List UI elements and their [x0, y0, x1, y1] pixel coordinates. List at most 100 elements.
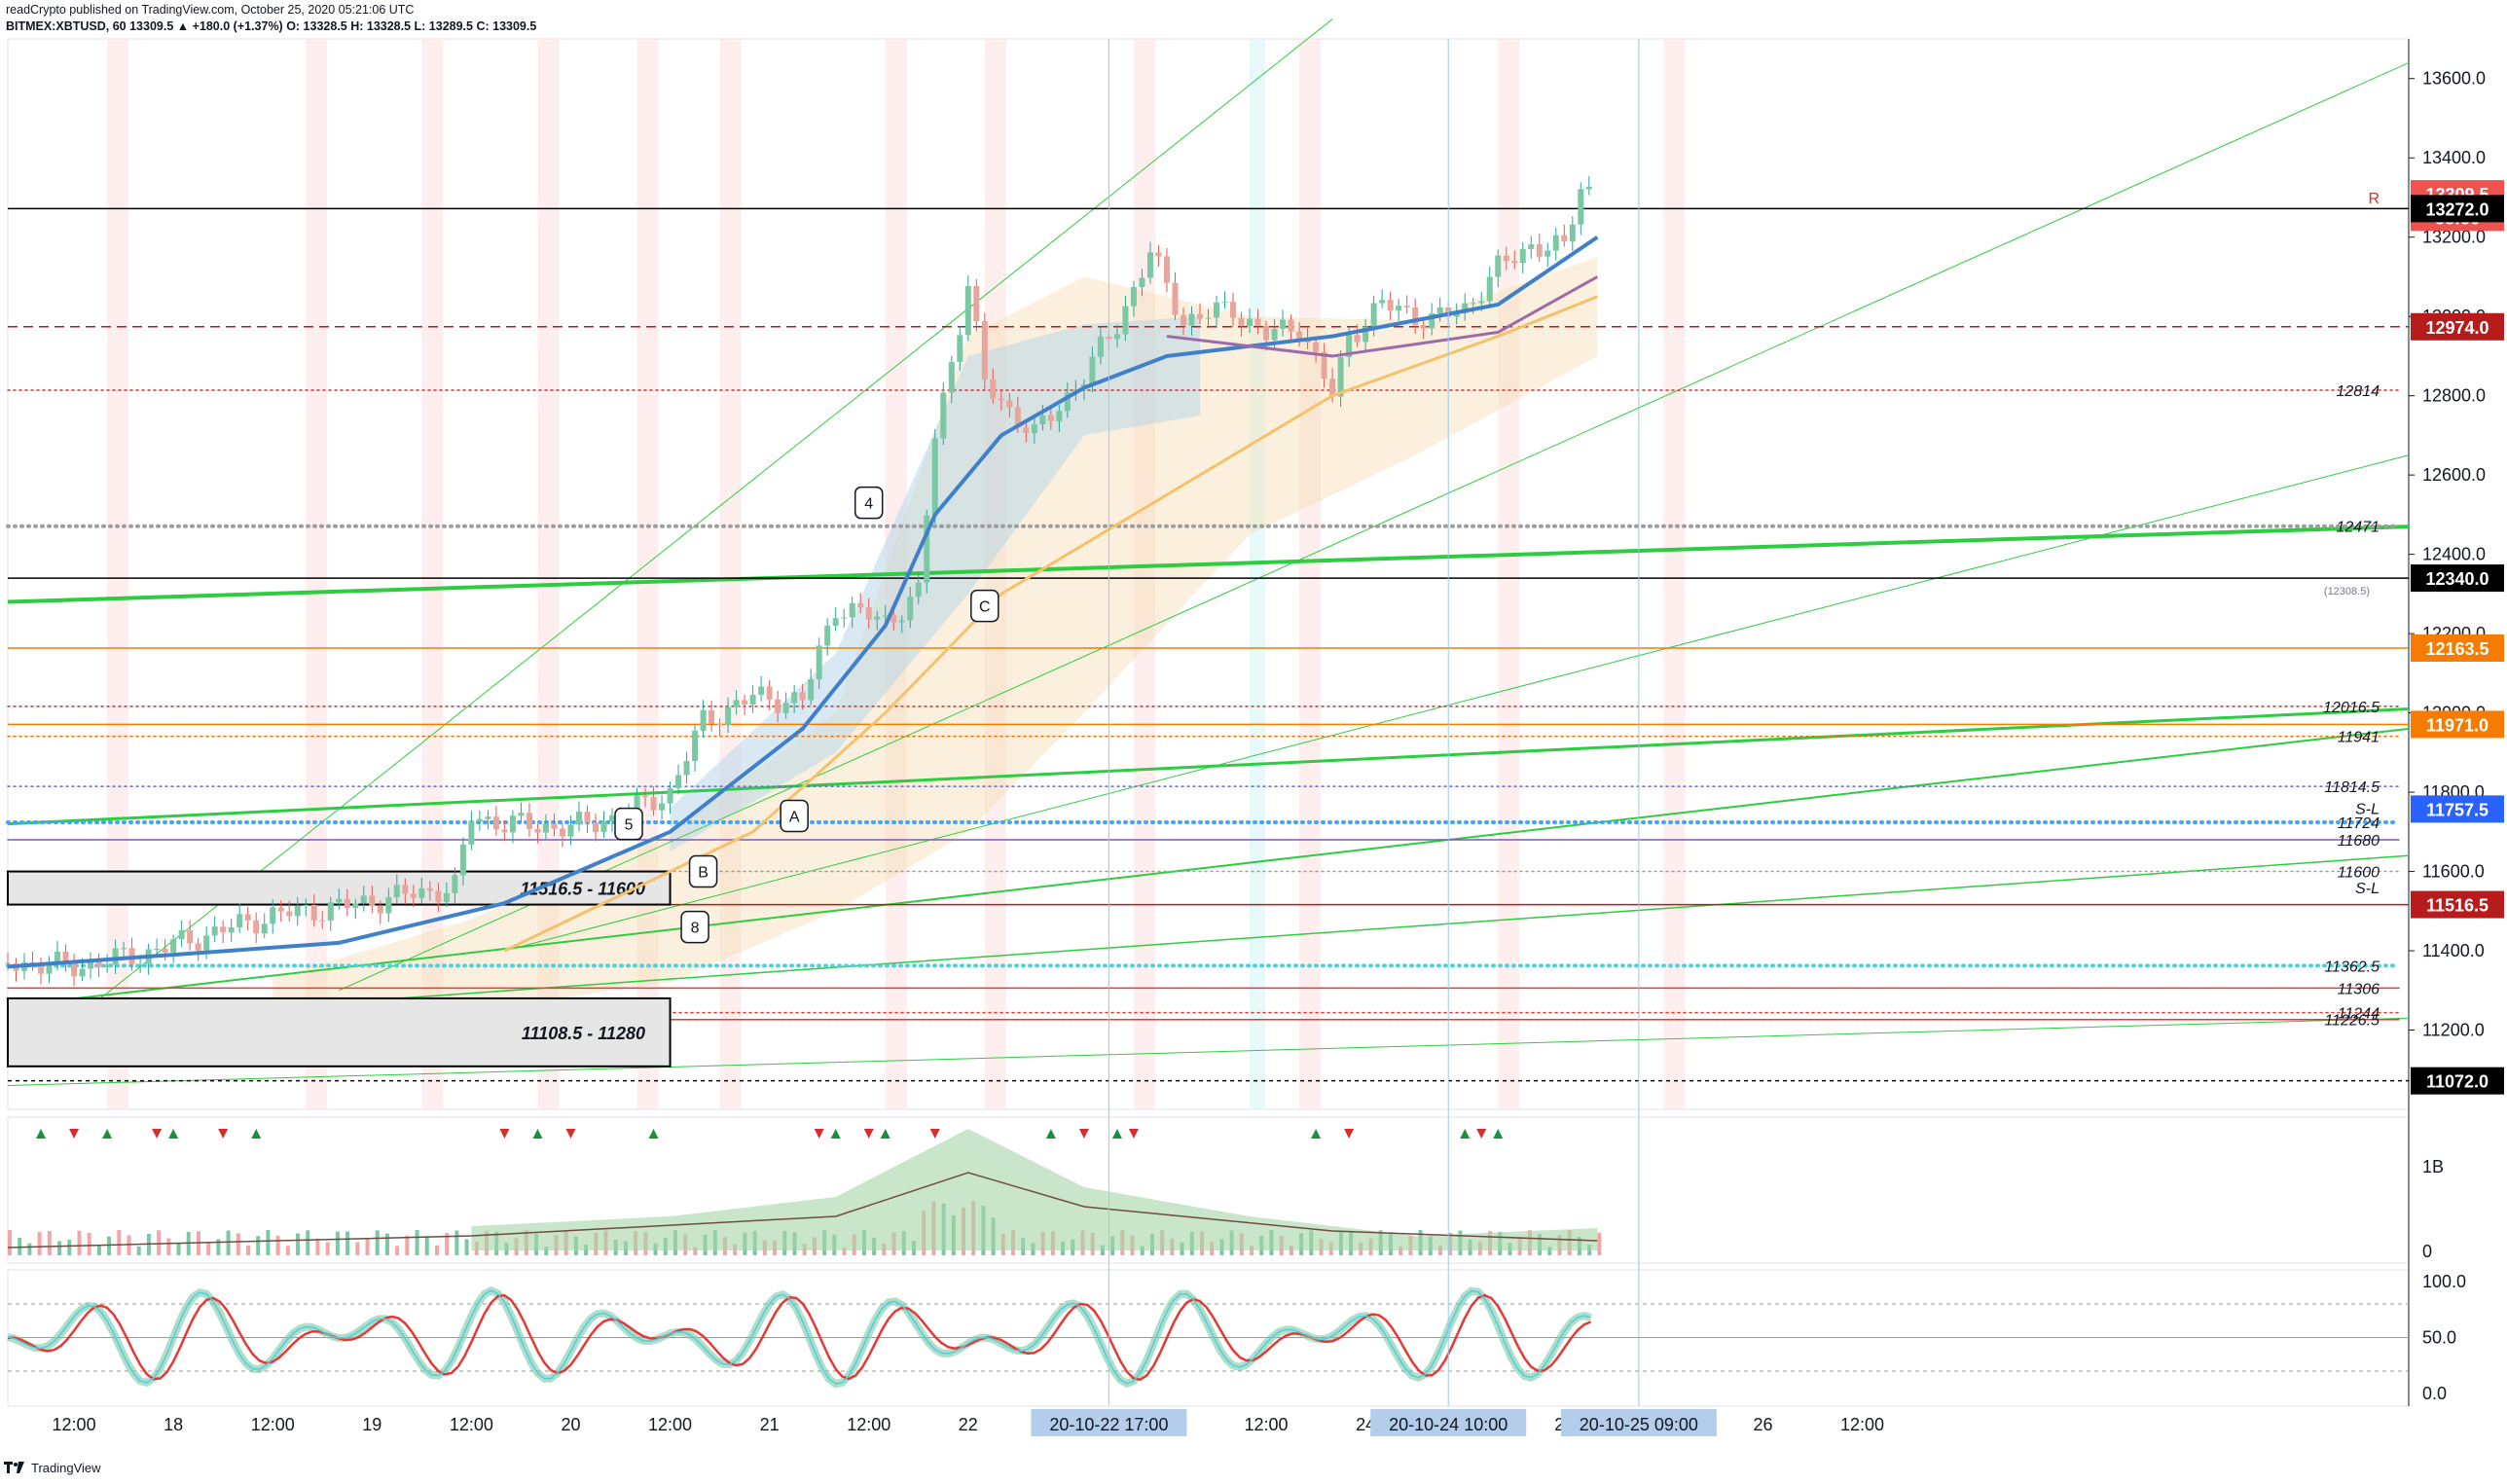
candle-body [1379, 300, 1386, 304]
candle-body [841, 617, 848, 619]
volume-bar [842, 1247, 847, 1255]
level-label: 12814 [2337, 383, 2380, 400]
candle-body [1031, 424, 1037, 434]
signal-triangle [1460, 1129, 1471, 1139]
price-tag [2411, 710, 2504, 739]
volume-bar [157, 1230, 162, 1255]
volume-bar [1547, 1247, 1552, 1255]
candle-body [352, 903, 359, 909]
sl-label: S-L [2355, 881, 2380, 897]
candle-body [700, 709, 707, 731]
marker-label: 8 [691, 921, 700, 937]
candle-body [1214, 302, 1220, 318]
price-tag [2411, 564, 2504, 593]
stoch-axis-label: 50.0 [2422, 1328, 2456, 1348]
cloud-area-blue [670, 316, 1200, 852]
price-tag-label: 11072.0 [2426, 1072, 2489, 1092]
candle-body [1238, 317, 1245, 326]
signal-triangle [814, 1129, 824, 1139]
trend-line [7, 707, 2410, 826]
candle-body [154, 949, 161, 951]
price-tag [2411, 312, 2504, 341]
candle-body [253, 920, 260, 934]
signal-triangle [69, 1129, 80, 1139]
price-axis-label: 12400.0 [2422, 545, 2486, 564]
candle-body [1221, 302, 1228, 304]
candle-body [551, 823, 558, 829]
price-axis-label: 12800.0 [2422, 386, 2486, 406]
cloud-area [272, 257, 1598, 1023]
candle-body [948, 361, 955, 393]
price-axis-label: 13400.0 [2422, 148, 2486, 167]
volume-bar [306, 1230, 310, 1255]
candle-body [1585, 186, 1592, 190]
candle-body [775, 699, 781, 713]
candle-body [584, 812, 591, 823]
candle-body [957, 335, 963, 362]
candle-body [1188, 313, 1195, 326]
candle-body [402, 885, 409, 894]
signal-triangle [565, 1129, 576, 1139]
candle-body [659, 803, 666, 811]
candle-body [1329, 379, 1336, 397]
candle-body [485, 816, 491, 819]
time-highlight-label: 20-10-22 17:00 [1049, 1415, 1168, 1434]
candle-body [88, 959, 94, 969]
candle-body [1163, 256, 1170, 283]
volume-bar [87, 1232, 91, 1255]
volume-bar [296, 1233, 301, 1255]
candle-body [931, 438, 938, 516]
candle-body [1180, 314, 1186, 326]
candle-body [782, 703, 789, 713]
volume-bar [384, 1233, 389, 1255]
time-axis-label: 22 [959, 1415, 978, 1434]
tradingview-logo-icon [4, 1462, 24, 1473]
candle-body [1130, 287, 1137, 307]
candle-body [79, 968, 86, 977]
candle-body [808, 679, 815, 701]
candle-body [1146, 252, 1153, 278]
candle-body [1362, 326, 1369, 343]
candle-body [1420, 325, 1427, 329]
candle-body [600, 821, 607, 833]
candle-body [162, 949, 168, 953]
candle-body [435, 890, 442, 903]
volume-bar [335, 1231, 340, 1255]
price-tag-label: 12163.5 [2425, 639, 2489, 659]
volume-bar [415, 1230, 419, 1255]
volume-bar [96, 1245, 101, 1255]
candle-body [492, 816, 499, 830]
price-axis-label: 12600.0 [2422, 465, 2486, 485]
candle-body [195, 943, 201, 951]
volume-bar [1399, 1246, 1403, 1255]
price-axis-label: 11600.0 [2422, 862, 2485, 882]
candle-body [418, 887, 425, 898]
candle-body [609, 814, 616, 822]
volume-bar [117, 1230, 122, 1255]
candle-body [476, 818, 483, 822]
volume-bar [256, 1236, 261, 1255]
stoch-axis-label: 100.0 [2422, 1272, 2466, 1291]
candle-body [303, 904, 309, 906]
candle-body [360, 895, 367, 904]
candle-body [692, 730, 699, 762]
price-tag-label: 12974.0 [2425, 318, 2489, 338]
candle-body [170, 939, 177, 953]
time-axis-label: 20 [561, 1415, 580, 1434]
signal-triangle [36, 1129, 47, 1139]
level-label: 11600 [2338, 865, 2380, 882]
signal-triangle [1045, 1129, 1056, 1139]
signal-triangle [1111, 1129, 1122, 1139]
trend-line [90, 18, 1333, 1007]
volume-bar [424, 1236, 429, 1255]
candle-body [385, 897, 392, 914]
candle-body [832, 618, 839, 626]
candle-body [1205, 317, 1212, 319]
candle-body [1064, 392, 1071, 412]
signal-triangle [532, 1129, 543, 1139]
signal-triangle [830, 1129, 841, 1139]
volume-bar [1597, 1232, 1602, 1255]
candle-body [667, 787, 673, 804]
candle-body [791, 692, 798, 704]
